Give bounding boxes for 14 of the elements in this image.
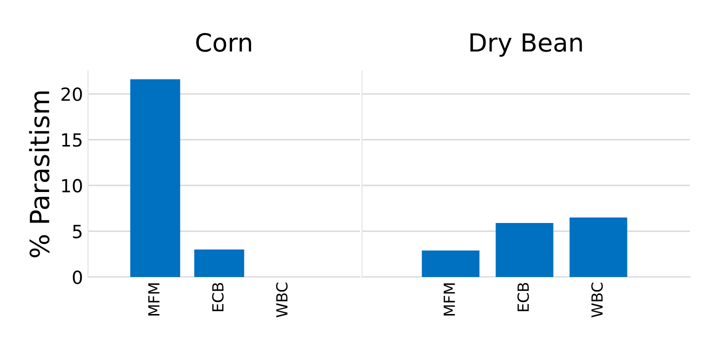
x-tick-label: ECB [212,282,224,312]
x-tick-label: ECB [517,282,529,312]
y-tick-label: 15 [62,133,82,147]
x-tick-label: WBC [276,282,288,318]
x-tick-label: WBC [591,282,603,318]
x-tick-label: MFM [444,283,455,316]
y-tick-label: 20 [61,87,82,102]
y-axis-title: % Parasitism [29,91,50,258]
y-tick-label: 0 [72,270,82,284]
x-tick-label: MFM [148,283,160,316]
y-tick-label: 10 [62,178,82,193]
chart-title: Corn [196,33,252,52]
y-tick-label: 5 [73,224,82,238]
chart-title: Dry Bean [470,33,582,57]
